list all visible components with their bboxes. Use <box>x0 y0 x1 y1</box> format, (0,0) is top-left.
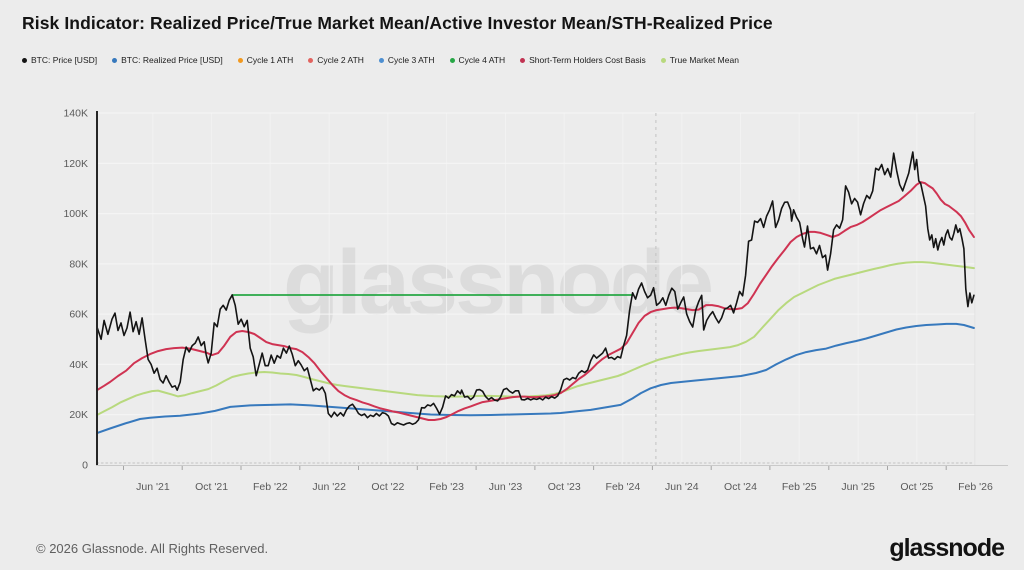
x-axis-label: Feb '25 <box>782 481 817 493</box>
x-axis-label: Jun '23 <box>489 481 523 493</box>
x-axis-label: Feb '24 <box>606 481 641 493</box>
glassnode-logo: glassnode <box>889 533 1005 562</box>
legend-label: Cycle 3 ATH <box>387 55 435 65</box>
series-btc-realized-price-usd-line <box>96 322 975 435</box>
y-axis-label: 20K <box>69 409 88 421</box>
x-axis-label: Oct '22 <box>371 481 404 493</box>
legend-item-cycle-2-ath[interactable]: Cycle 2 ATH <box>308 55 364 65</box>
x-axis-label: Jun '21 <box>136 481 170 493</box>
legend-item-true-market-mean[interactable]: True Market Mean <box>660 55 739 65</box>
legend-item-btc-price-usd[interactable]: BTC: Price [USD] <box>22 55 97 65</box>
x-axis-label: Oct '24 <box>724 481 757 493</box>
legend-item-cycle-3-ath[interactable]: Cycle 3 ATH <box>378 55 435 65</box>
copyright-text: © 2026 Glassnode. All Rights Reserved. <box>36 540 269 556</box>
legend-dot-icon <box>449 57 455 63</box>
y-axis-label: 80K <box>69 258 88 270</box>
page-footer: © 2026 Glassnode. All Rights Reserved. g… <box>0 531 1024 565</box>
chart-title: Risk Indicator: Realized Price/True Mark… <box>22 13 773 33</box>
y-axis-label: 140K <box>63 108 88 120</box>
legend-dot-icon <box>378 57 384 63</box>
legend-label: BTC: Realized Price [USD] <box>121 55 223 65</box>
x-axis-label: Feb '22 <box>253 481 288 493</box>
y-axis-label: 0 <box>82 460 88 472</box>
series-btc-price-usd-line <box>96 151 975 426</box>
legend-dot-icon <box>520 57 526 63</box>
y-axis-label: 60K <box>69 309 88 321</box>
legend-label: Short-Term Holders Cost Basis <box>529 55 646 65</box>
legend-dot-icon <box>660 57 666 63</box>
legend-dot-icon <box>237 57 243 63</box>
legend-item-btc-realized-price-usd[interactable]: BTC: Realized Price [USD] <box>112 55 223 65</box>
legend-label: BTC: Price [USD] <box>31 55 98 65</box>
legend-item-cycle-1-ath[interactable]: Cycle 1 ATH <box>237 55 294 65</box>
legend-dot-icon <box>308 57 314 63</box>
x-axis-label: Jun '22 <box>312 481 346 493</box>
x-axis-label: Feb '26 <box>958 481 993 493</box>
x-axis-label: Jun '24 <box>665 481 699 493</box>
legend-dot-icon <box>22 57 27 63</box>
legend-item-cycle-4-ath[interactable]: Cycle 4 ATH <box>449 55 506 65</box>
legend-label: Cycle 1 ATH <box>246 55 294 65</box>
legend-label: True Market Mean <box>669 55 739 65</box>
y-axis-label: 40K <box>69 359 88 371</box>
legend-label: Cycle 2 ATH <box>317 55 364 65</box>
x-axis-label: Oct '21 <box>195 481 228 493</box>
series-short-term-holders-cost-basis-line <box>96 181 975 421</box>
y-axis-label: 120K <box>63 158 88 170</box>
legend-dot-icon <box>112 57 118 63</box>
legend-item-short-term-holders-cost-basis[interactable]: Short-Term Holders Cost Basis <box>520 55 646 65</box>
y-axis-label: 100K <box>63 208 88 220</box>
x-axis-label: Oct '23 <box>548 481 581 493</box>
chart-legend: BTC: Price [USD] BTC: Realized Price [USD… <box>22 55 739 65</box>
x-axis-label: Oct '25 <box>900 481 933 493</box>
x-axis-label: Feb '23 <box>429 481 464 493</box>
legend-label: Cycle 4 ATH <box>458 55 506 65</box>
x-axis-label: Jun '25 <box>841 481 875 493</box>
